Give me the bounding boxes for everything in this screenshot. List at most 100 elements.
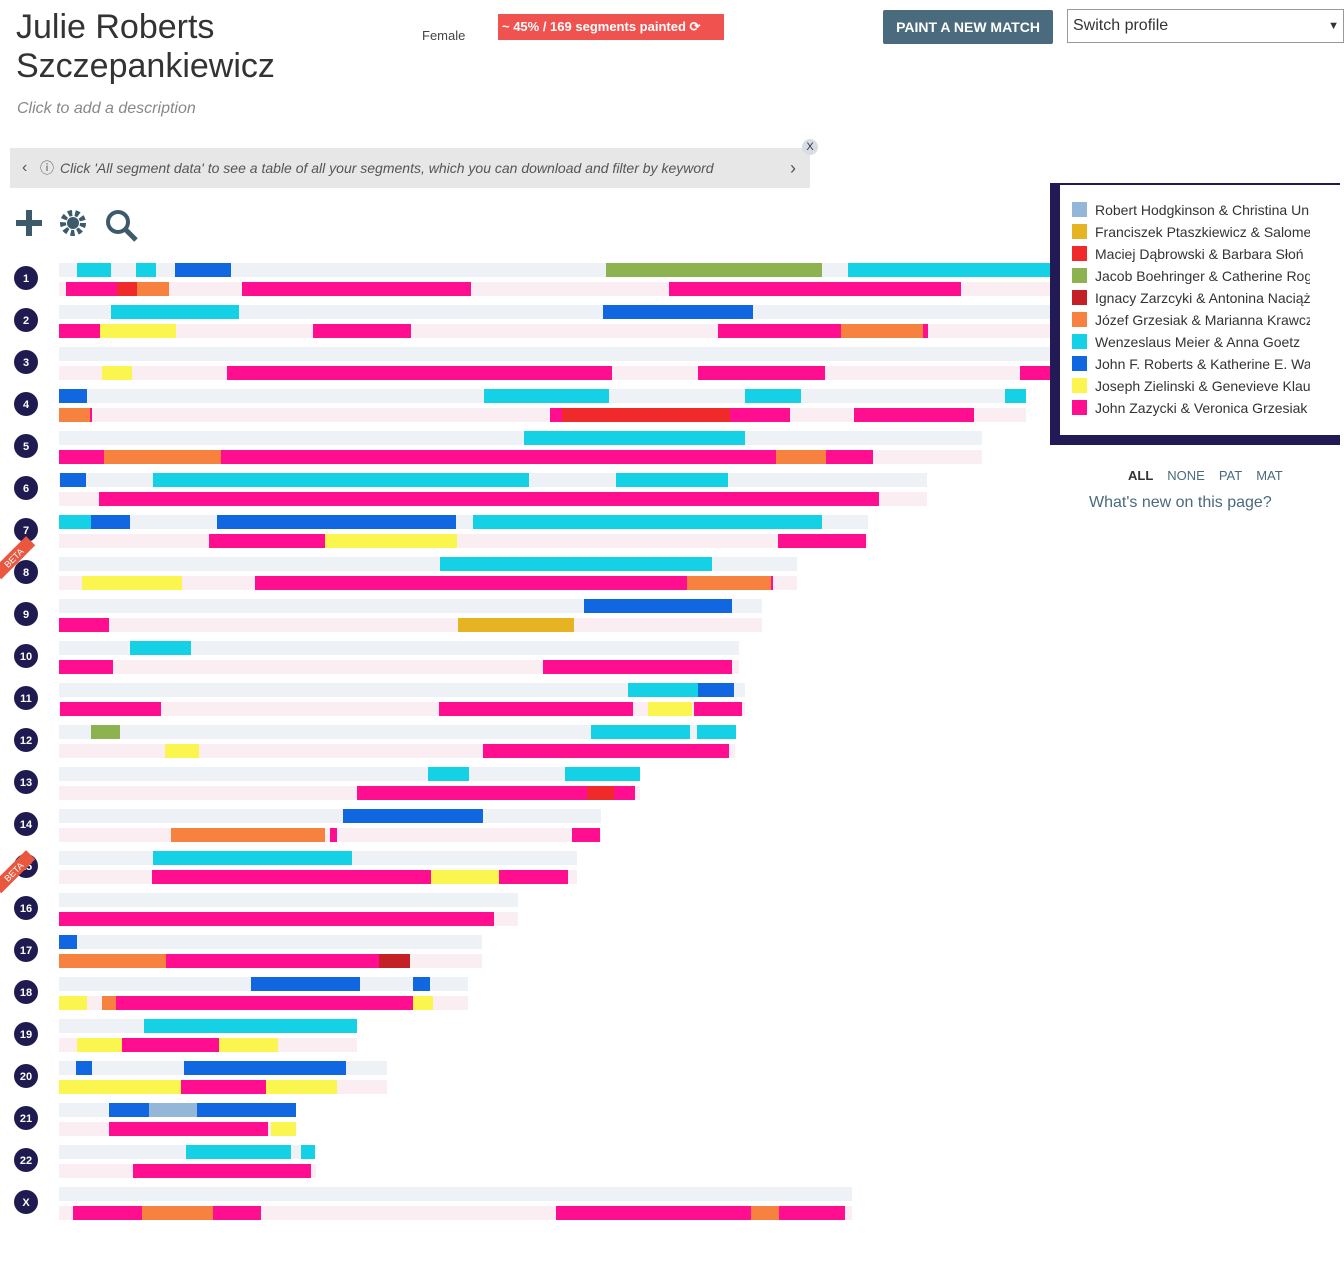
search-icon[interactable] [106, 210, 130, 234]
segment [923, 324, 928, 338]
filter-option[interactable]: NONE [1167, 468, 1205, 483]
filter-option[interactable]: MAT [1256, 468, 1283, 483]
chromosome-badge [14, 518, 38, 542]
legend-swatch [1072, 334, 1087, 349]
segment [60, 473, 86, 487]
segment [184, 1061, 346, 1075]
gender: Female [422, 28, 466, 43]
segment [100, 324, 176, 338]
settings-icon[interactable] [60, 210, 86, 236]
legend-item[interactable]: Ignacy Zarzcyki & Antonina Naciąż [1072, 289, 1310, 309]
segment [133, 1164, 311, 1178]
segment [90, 408, 92, 422]
close-button[interactable]: X [802, 139, 818, 155]
segment [325, 534, 457, 548]
chromosome-badge [14, 434, 38, 458]
segment [745, 389, 801, 403]
legend-name: Joseph Zielinski & Genevieve Klau [1095, 378, 1310, 394]
toolbar [16, 210, 138, 242]
segment [730, 408, 790, 422]
segment [697, 725, 736, 739]
segment [313, 324, 411, 338]
segment [499, 870, 568, 884]
legend-item[interactable]: Franciszek Ptaszkiewicz & Salome [1072, 223, 1310, 243]
legend-item[interactable]: Robert Hodgkinson & Christina Un [1072, 201, 1310, 221]
chromosome-badge [14, 392, 38, 416]
paternal-bar [59, 725, 735, 739]
whats-new-link[interactable]: What's new on this page? [1089, 494, 1272, 511]
chromosome-badge [14, 1106, 38, 1130]
legend-name: Ignacy Zarzcyki & Antonina Naciąż [1095, 290, 1310, 306]
segment [841, 324, 923, 338]
segment [116, 996, 413, 1010]
chromosome-badge [14, 938, 38, 962]
info-text: Click 'All segment data' to see a table … [60, 160, 714, 176]
legend-swatch [1072, 268, 1087, 283]
paint-button[interactable]: PAINT A NEW MATCH [883, 10, 1053, 44]
segment [102, 366, 132, 380]
description[interactable]: Click to add a description [17, 100, 196, 117]
filter-option[interactable]: ALL [1128, 468, 1154, 483]
maternal-bar [59, 702, 745, 716]
chromosome-label: 13 [20, 777, 32, 789]
status-badge[interactable]: ~ 45% / 169 segments painted ⟳ [498, 14, 724, 40]
segment [60, 702, 161, 716]
legend-item[interactable]: Wenzeslaus Meier & Anna Goetz [1072, 333, 1310, 353]
segment [848, 263, 1060, 277]
filter-option[interactable]: PAT [1218, 468, 1243, 483]
segment [255, 576, 687, 590]
segment [117, 282, 137, 296]
legend-item[interactable]: Józef Grzesiak & Marianna Krawcz [1072, 311, 1310, 331]
segment [165, 744, 199, 758]
legend-swatch [1072, 400, 1087, 415]
segment [82, 576, 182, 590]
segment [439, 702, 633, 716]
segment [227, 366, 612, 380]
legend-item[interactable]: Jacob Boehringer & Catherine Rog [1072, 267, 1310, 287]
segment [428, 767, 469, 781]
segment [59, 450, 104, 464]
segment [687, 576, 771, 590]
segment [59, 1080, 181, 1094]
segment [137, 282, 169, 296]
maternal-bar [59, 618, 762, 632]
chromosome-badge [14, 1022, 38, 1046]
legend-swatch [1072, 378, 1087, 393]
legend-item[interactable]: John Zazycki & Veronica Grzesiak [1072, 399, 1310, 419]
chromosome-label: 19 [20, 1029, 32, 1041]
segment [59, 996, 87, 1010]
chromosome-badge [14, 602, 38, 626]
chromosome-label: 1 [23, 273, 29, 285]
segment [413, 996, 433, 1010]
segment [584, 599, 732, 613]
search-icon[interactable] [123, 227, 138, 242]
legend-swatch [1072, 312, 1087, 327]
segment [603, 305, 753, 319]
status-text: ~ 45% / 169 segments painted [502, 19, 686, 34]
segment [440, 557, 712, 571]
chromosome-label: 18 [20, 987, 32, 999]
chromosome-badge [14, 980, 38, 1004]
settings-icon[interactable] [67, 217, 79, 229]
segment [271, 1122, 296, 1136]
legend: Robert Hodgkinson & Christina Un Francisz… [1050, 183, 1340, 445]
segment [484, 389, 609, 403]
add-icon[interactable] [16, 220, 42, 226]
chromosome-label: 16 [20, 903, 32, 915]
chromosome-badge [14, 728, 38, 752]
filters: ALL NONE PAT MAT [1128, 468, 1297, 483]
legend-name: Robert Hodgkinson & Christina Un [1095, 202, 1309, 218]
legend-item[interactable]: John F. Roberts & Katherine E. Wa [1072, 355, 1310, 375]
chromosome-label: 6 [23, 483, 29, 495]
segment [59, 660, 113, 674]
segment [171, 828, 325, 842]
segment [217, 515, 456, 529]
chromosome-label: 22 [20, 1155, 32, 1167]
legend-item[interactable]: Joseph Zielinski & Genevieve Klau [1072, 377, 1310, 397]
legend-item[interactable]: Maciej Dąbrowski & Barbara Słoń [1072, 245, 1310, 265]
segment [59, 912, 494, 926]
segment [524, 431, 745, 445]
chromosome-label: 21 [20, 1113, 32, 1125]
chromosome-label: 7 [23, 525, 29, 537]
legend-name: Jacob Boehringer & Catherine Rog [1095, 268, 1310, 284]
